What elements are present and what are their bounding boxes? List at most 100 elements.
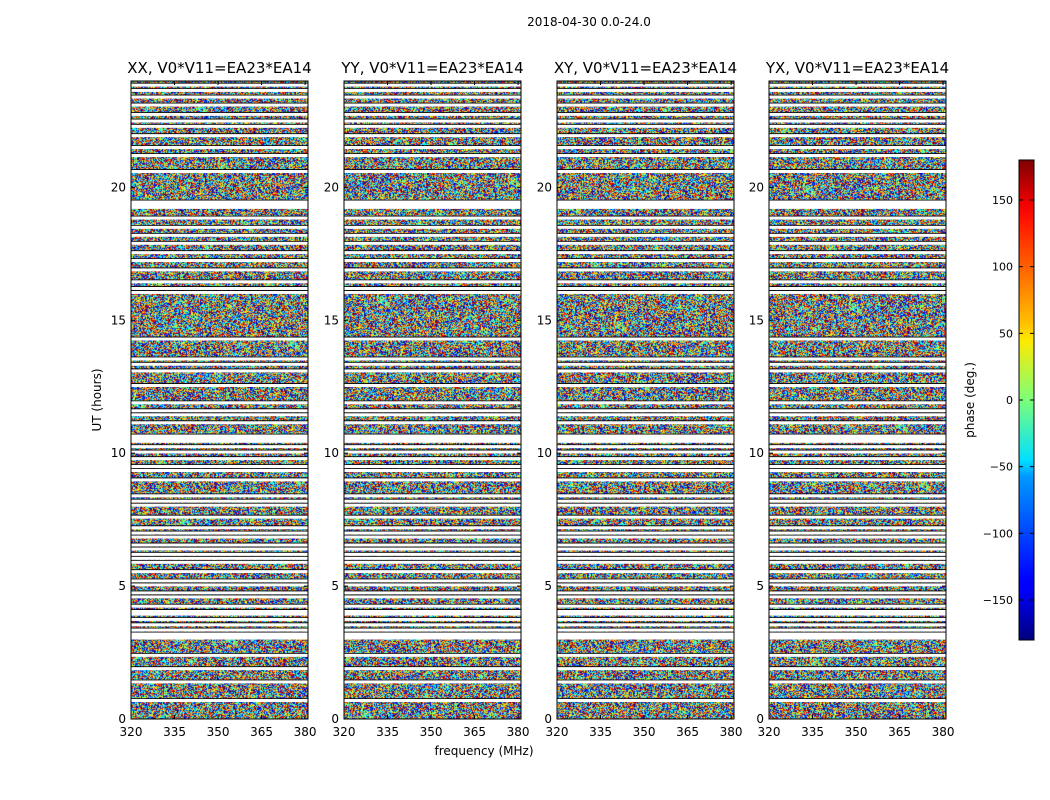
flagged-row — [557, 666, 734, 671]
flagged-row — [769, 203, 946, 207]
flagged-row — [769, 464, 946, 469]
flagged-row — [131, 241, 308, 245]
panel-frame — [556, 80, 735, 720]
flagged-row — [344, 579, 521, 583]
flagged-row — [131, 494, 308, 498]
flagged-row — [131, 499, 308, 503]
flagged-row — [131, 556, 308, 560]
colorbar-tick-label: 0 — [1006, 394, 1013, 407]
flagged-row — [769, 535, 946, 539]
flagged-row — [769, 153, 946, 158]
colorbar-label: phase (deg.) — [963, 362, 977, 438]
x-tick-label: 380 — [507, 725, 530, 739]
flagged-row — [344, 569, 521, 574]
colorbar-tick-label: 100 — [992, 261, 1013, 274]
flagged-row — [557, 494, 734, 498]
flagged-row — [131, 133, 308, 138]
x-tick-label: 335 — [163, 725, 186, 739]
flagged-row — [344, 478, 521, 482]
flagged-row — [769, 698, 946, 702]
flagged-row — [769, 216, 946, 220]
x-tick-label: 320 — [333, 725, 356, 739]
y-tick-label: 15 — [537, 313, 552, 327]
flagged-row — [557, 623, 734, 627]
flagged-row — [131, 612, 308, 616]
flagged-row — [557, 409, 734, 413]
flagged-row — [131, 337, 308, 341]
flagged-row — [557, 617, 734, 621]
flagged-row — [131, 383, 308, 387]
flagged-row — [131, 595, 308, 599]
flagged-row — [344, 515, 521, 519]
flagged-row — [557, 401, 734, 405]
flagged-row — [769, 413, 946, 417]
y-tick-label: 5 — [118, 579, 126, 593]
flagged-row — [131, 526, 308, 530]
flagged-row — [344, 464, 521, 469]
flagged-row — [557, 543, 734, 547]
flagged-row — [769, 556, 946, 560]
flagged-row — [557, 450, 734, 454]
flagged-row — [131, 124, 308, 128]
flagged-row — [769, 583, 946, 587]
flagged-row — [557, 547, 734, 551]
flagged-row — [344, 95, 521, 99]
flagged-row — [131, 268, 308, 272]
flagged-row — [769, 543, 946, 547]
flagged-row — [131, 531, 308, 535]
flagged-row — [131, 583, 308, 587]
flagged-row — [769, 436, 946, 441]
flagged-row — [344, 531, 521, 535]
flagged-row — [769, 250, 946, 255]
panel-title: XY, V0*V11=EA23*EA14 — [554, 59, 737, 77]
panel-frame — [130, 80, 309, 720]
x-tick-label: 350 — [633, 725, 656, 739]
flagged-row — [769, 634, 946, 639]
flagged-row — [344, 666, 521, 671]
flagged-row — [557, 478, 734, 482]
panel-xy: XY, V0*V11=EA23*EA14 320 335 350 365 380 0 5 10 1… — [537, 59, 743, 739]
flagged-row — [557, 436, 734, 441]
x-tick-label: 365 — [463, 725, 486, 739]
flagged-row — [131, 169, 308, 173]
flagged-row — [769, 357, 946, 361]
flagged-row — [131, 103, 308, 107]
flagged-row — [344, 526, 521, 530]
flagged-row — [769, 439, 946, 443]
flagged-row — [344, 369, 521, 373]
flagged-row — [344, 604, 521, 608]
panels-group: XX, V0*V11=EA23*EA14 320 335 350 365 380 0 5 10 1… — [111, 59, 955, 739]
flagged-row — [344, 133, 521, 138]
flagged-row — [344, 468, 521, 473]
y-tick-label: 0 — [118, 712, 126, 726]
flagged-row — [131, 409, 308, 413]
flagged-row — [557, 357, 734, 361]
flagged-row — [557, 680, 734, 684]
flagged-row — [769, 515, 946, 519]
flagged-row — [344, 499, 521, 503]
flagged-row — [769, 604, 946, 608]
flagged-row — [769, 632, 946, 636]
flagged-row — [769, 560, 946, 564]
y-tick-label: 0 — [756, 712, 764, 726]
flagged-row — [131, 258, 308, 263]
flagged-row — [557, 579, 734, 583]
flagged-row — [769, 225, 946, 229]
flagged-row — [344, 250, 521, 255]
flagged-row — [769, 617, 946, 621]
flagged-row — [131, 591, 308, 595]
flagged-row — [131, 634, 308, 639]
flagged-row — [344, 216, 521, 220]
flagged-row — [131, 250, 308, 255]
flagged-row — [131, 112, 308, 116]
flagged-row — [769, 95, 946, 99]
flagged-row — [769, 409, 946, 413]
flagged-row — [344, 617, 521, 621]
flagged-row — [769, 434, 946, 438]
y-tick-label: 0 — [331, 712, 339, 726]
flagged-row — [131, 286, 308, 290]
flagged-row — [344, 112, 521, 116]
flagged-row — [557, 286, 734, 290]
flagged-row — [557, 535, 734, 539]
flagged-row — [344, 623, 521, 627]
